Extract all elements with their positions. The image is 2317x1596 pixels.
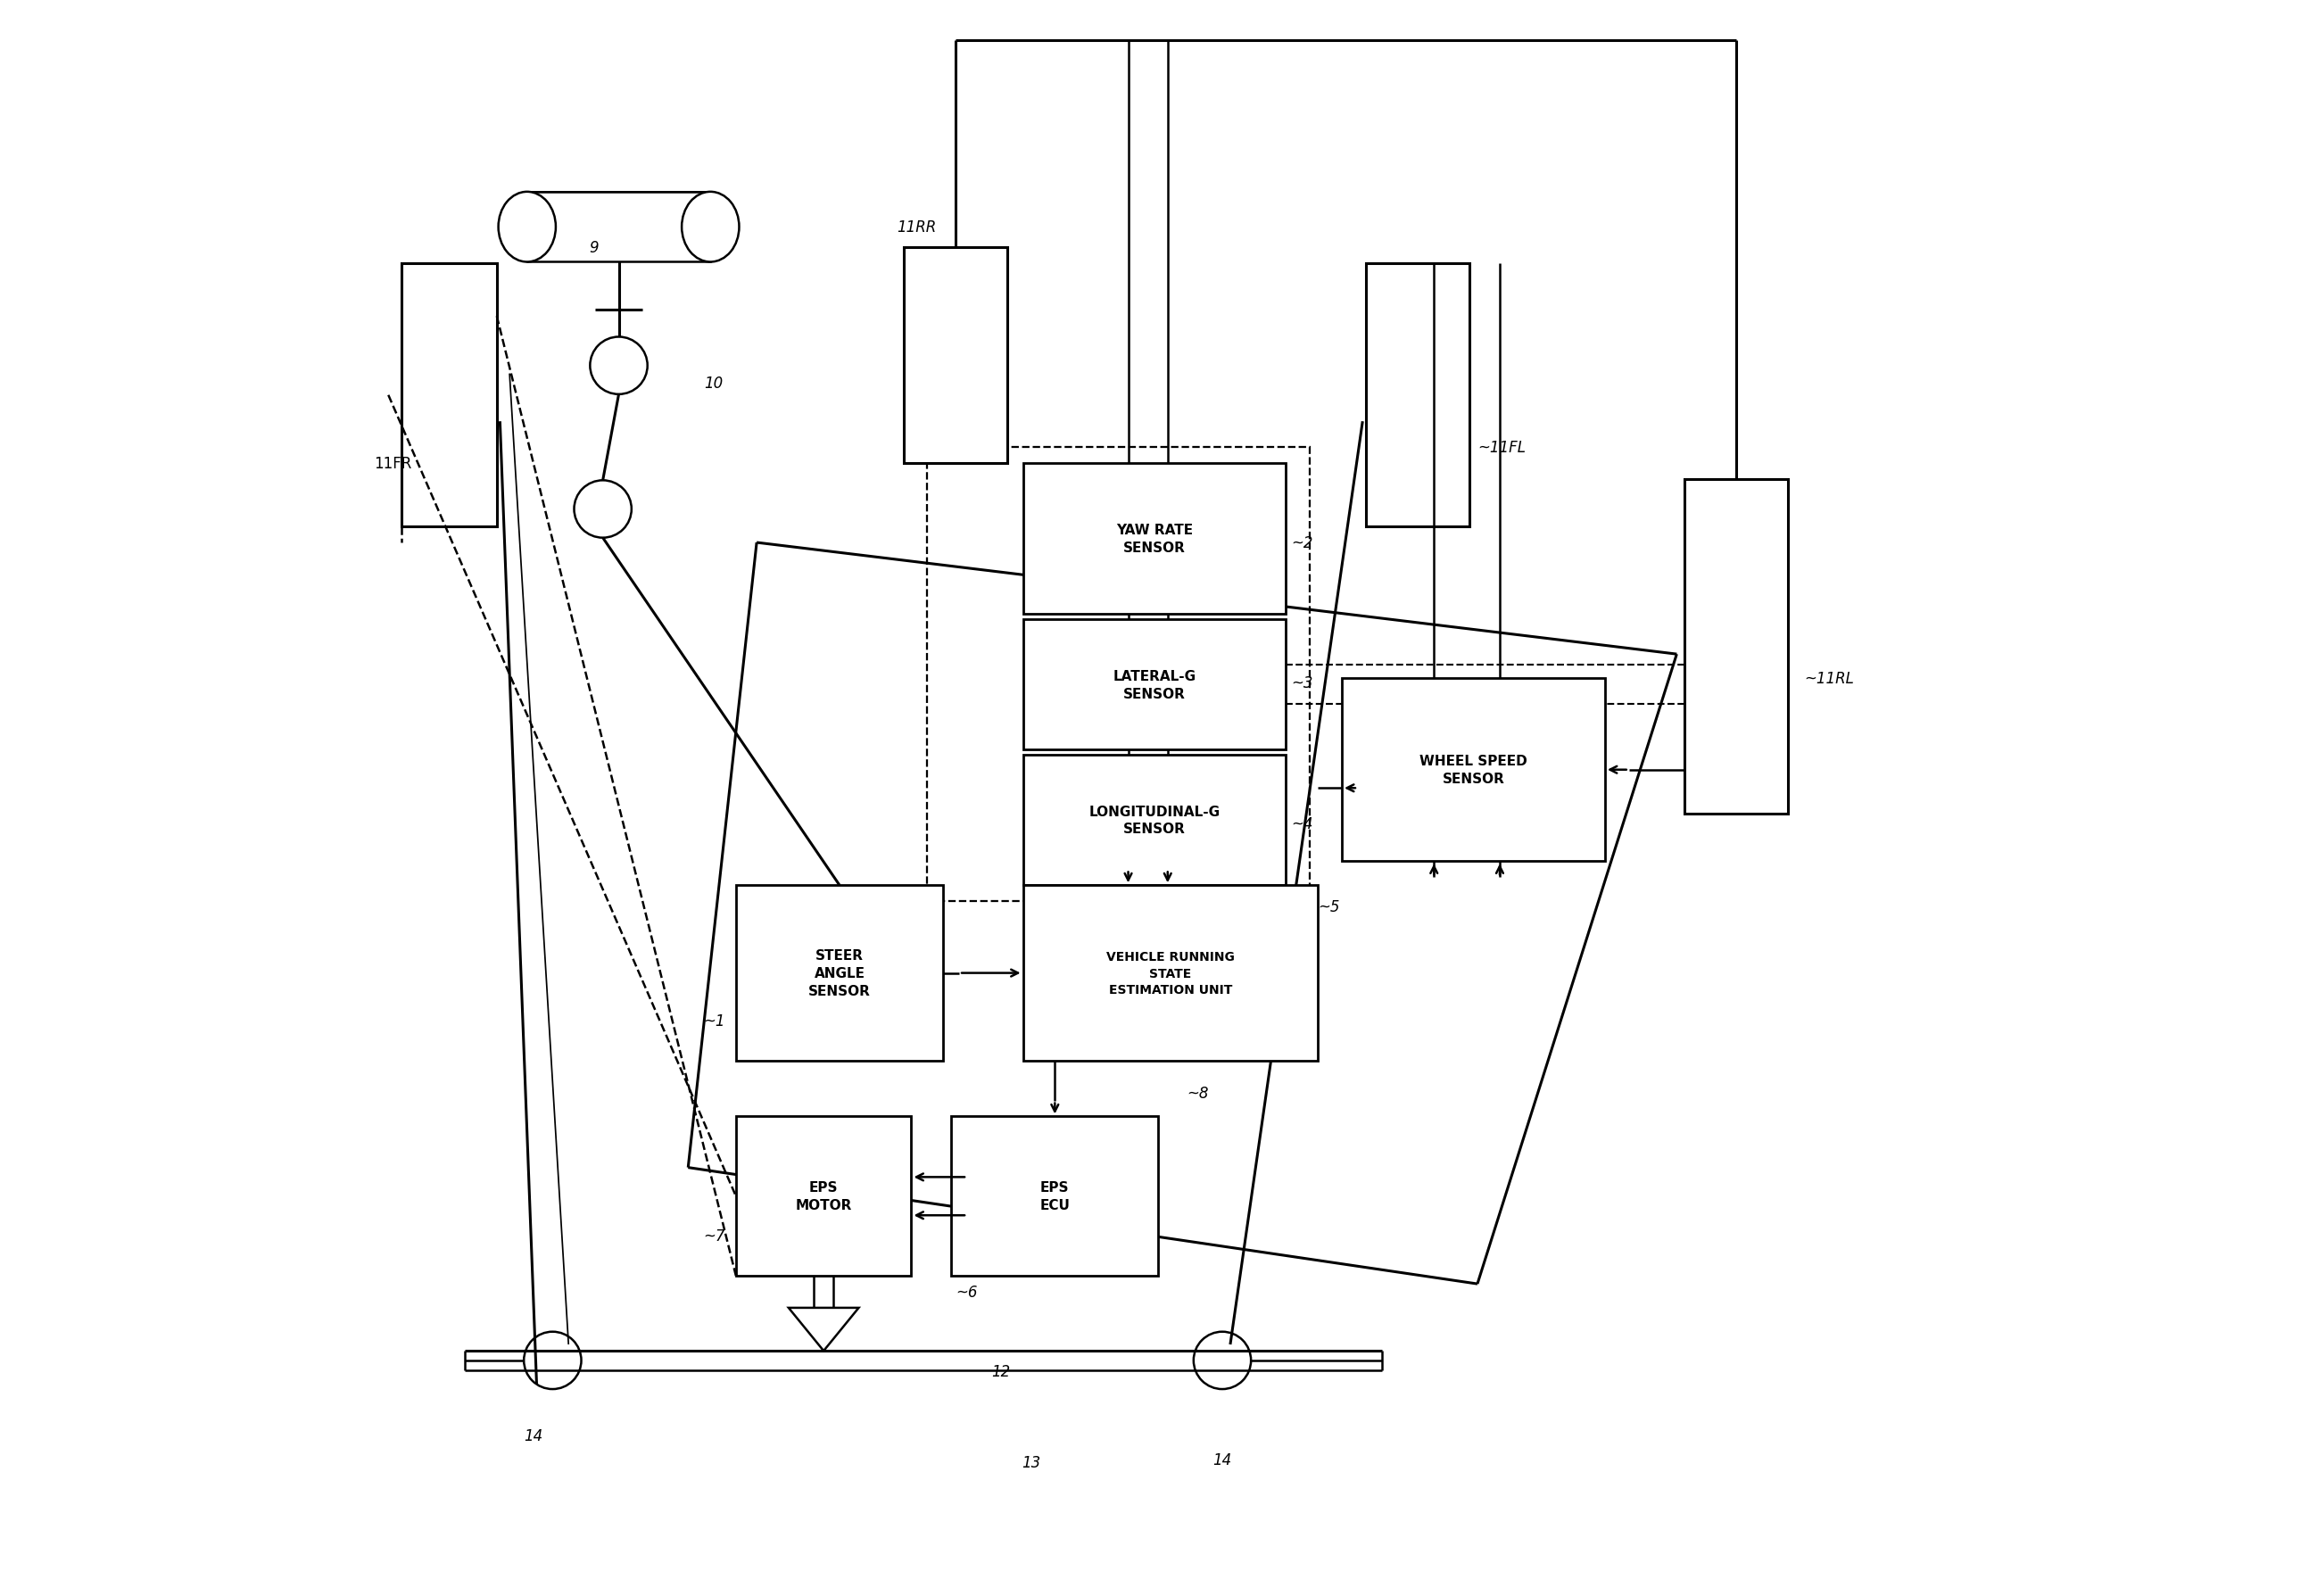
Text: LATERAL-G
SENSOR: LATERAL-G SENSOR [1112,669,1196,701]
Text: ~3: ~3 [1291,675,1314,691]
Bar [1684,479,1789,814]
Text: EPS
MOTOR: EPS MOTOR [795,1181,853,1211]
Text: ~1: ~1 [702,1013,725,1029]
Text: ~11RL: ~11RL [1805,670,1854,686]
Text: 11RR: 11RR [897,220,936,236]
Text: VEHICLE RUNNING
STATE
ESTIMATION UNIT: VEHICLE RUNNING STATE ESTIMATION UNIT [1105,951,1235,996]
Text: 14: 14 [1212,1451,1233,1467]
Text: 11FR: 11FR [373,455,412,471]
Bar [952,1117,1158,1277]
Bar [927,447,1309,902]
Text: LONGITUDINAL-G
SENSOR: LONGITUDINAL-G SENSOR [1089,804,1221,836]
Bar [904,249,1008,463]
Text: 10: 10 [704,375,723,391]
Bar [737,886,943,1061]
Bar [401,265,496,527]
Bar [1024,886,1318,1061]
Polygon shape [788,1309,860,1350]
Text: ~4: ~4 [1291,816,1314,832]
Text: 14: 14 [524,1427,542,1443]
Text: ~6: ~6 [957,1283,978,1301]
Text: 13: 13 [1022,1454,1040,1470]
Text: YAW RATE
SENSOR: YAW RATE SENSOR [1117,523,1193,554]
Bar [1024,619,1286,750]
Text: 9: 9 [589,241,598,257]
Bar [526,193,711,263]
Text: ~8: ~8 [1186,1085,1209,1101]
Text: ~2: ~2 [1291,535,1314,551]
Bar [1342,678,1606,862]
Text: ~11FL: ~11FL [1478,439,1525,455]
Bar [737,1117,911,1277]
Text: ~5: ~5 [1318,899,1339,915]
Bar [1365,265,1469,527]
Ellipse shape [498,193,556,263]
Text: STEER
ANGLE
SENSOR: STEER ANGLE SENSOR [809,950,871,998]
Text: 12: 12 [992,1363,1010,1379]
Bar [1024,463,1286,614]
Bar [1024,755,1286,886]
Text: WHEEL SPEED
SENSOR: WHEEL SPEED SENSOR [1420,755,1527,785]
Ellipse shape [681,193,739,263]
Text: EPS
ECU: EPS ECU [1040,1181,1070,1211]
Text: ~7: ~7 [702,1229,725,1245]
